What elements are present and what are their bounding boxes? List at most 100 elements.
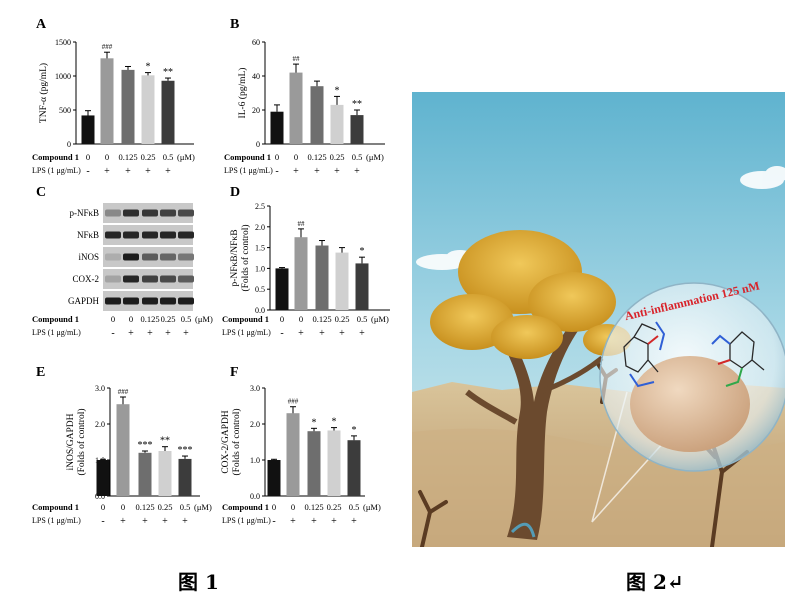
bar	[161, 80, 175, 144]
bar	[350, 115, 364, 144]
y-tick-label: 1.0	[255, 264, 265, 273]
compound-dose-label: 0.125	[135, 502, 154, 512]
y-tick-label: 1000	[55, 72, 71, 81]
compound-row-label: Compound 1	[32, 314, 79, 324]
significance-mark: *	[360, 246, 365, 257]
y-tick-label: 1500	[55, 38, 71, 47]
y-tick-label: 2.5	[255, 202, 265, 211]
significance-mark: ###	[288, 398, 299, 406]
bar	[158, 451, 172, 496]
significance-mark: ##	[298, 220, 306, 228]
compound-dose-label: 0.25	[330, 152, 345, 162]
significance-mark: **	[163, 67, 173, 78]
y-axis-label: COX-2/GAPDH(Folds of control)	[221, 408, 242, 475]
y-axis-label-line: (Folds of control)	[231, 408, 242, 475]
blot-band	[160, 253, 176, 261]
y-tick-label: 2.0	[250, 420, 260, 429]
compound-row-label: Compound 1	[222, 502, 269, 512]
lps-sign-label: +	[145, 166, 151, 177]
y-tick-label: 1.5	[255, 244, 265, 253]
y-tick-label: 0.5	[255, 285, 265, 294]
lps-sign-label: +	[339, 328, 345, 339]
compound-dose-label: 0.5	[181, 314, 192, 324]
panel-letter-c: C	[36, 185, 46, 200]
lps-sign-label: -	[86, 166, 89, 177]
y-tick-label: 2.0	[255, 223, 265, 232]
bar	[355, 263, 369, 310]
significance-mark: *	[332, 417, 337, 428]
compound-dose-label: 0	[111, 314, 115, 324]
compound-dose-label: 0.125	[312, 314, 331, 324]
y-tick-label: 0	[67, 140, 71, 149]
lps-sign-label: +	[162, 516, 168, 527]
significance-mark: *	[312, 417, 317, 428]
bar	[286, 413, 300, 496]
lps-sign-label: +	[290, 516, 296, 527]
lps-sign-label: +	[331, 516, 337, 527]
compound-dose-label: 0.125	[307, 152, 326, 162]
compound-dose-label: 0	[294, 152, 298, 162]
lps-sign-label: +	[314, 166, 320, 177]
compound-dose-label: 0.5	[163, 152, 174, 162]
y-tick-label: 20	[252, 106, 260, 115]
lps-sign-label: -	[280, 328, 283, 339]
compound-row-label: Compound 1	[224, 152, 271, 162]
panel-letter-e: E	[36, 365, 45, 380]
y-axis-label-line: COX-2/GAPDH	[221, 410, 231, 473]
blot-band	[142, 275, 158, 283]
blot-band	[123, 231, 139, 239]
desert-tree-icon	[430, 230, 631, 540]
panel-f-cox2-ratio: F 0.0 1.0 2.0 3.0 COX-2/GAPDH(Folds of contro…	[221, 365, 381, 527]
compound-dose-label: 0.25	[335, 314, 350, 324]
compound-dose-label: 0	[101, 502, 105, 512]
lps-row-label: LPS (1 μg/mL)	[32, 166, 81, 175]
compound-dose-label: 0.5	[352, 152, 363, 162]
bar	[96, 460, 110, 496]
blot-band	[105, 209, 121, 217]
blot-band	[178, 253, 194, 261]
lps-row-label: LPS (1 μg/mL)	[32, 516, 81, 525]
lps-sign-label: +	[182, 516, 188, 527]
y-tick-label: 500	[59, 106, 71, 115]
blot-band	[178, 231, 194, 239]
panel-letter-b: B	[230, 17, 239, 32]
y-tick-label: 40	[252, 72, 260, 81]
compound-dose-label: 0.25	[158, 502, 173, 512]
compound-unit-label: (μM)	[177, 152, 195, 162]
panel-d-p-nfkb-ratio: D 0.0 0.5 1.0 1.5 2.0 2.5 p-NFκB/NFκB(Folds of …	[222, 185, 390, 339]
compound-dose-label: 0	[299, 314, 303, 324]
y-axis-label-line: TNF-α (pg/mL)	[38, 63, 49, 123]
lps-sign-label: +	[142, 516, 148, 527]
bar	[315, 245, 329, 310]
significance-mark: ***	[178, 445, 193, 456]
compound-unit-label: (μM)	[366, 152, 384, 162]
compound-dose-label: 0	[291, 502, 295, 512]
y-tick-label: 0.0	[255, 306, 265, 315]
compound-unit-label: (μM)	[195, 314, 213, 324]
blot-band	[178, 297, 194, 305]
panel-letter-f: F	[230, 365, 239, 380]
lps-row-label: LPS (1 μg/mL)	[222, 516, 271, 525]
blot-band	[160, 297, 176, 305]
y-axis-label: IL-6 (pg/mL)	[237, 68, 248, 119]
blot-row-label: NFκB	[77, 230, 99, 240]
significance-mark: ##	[293, 55, 301, 63]
lps-sign-label: +	[120, 516, 126, 527]
lps-sign-label: +	[359, 328, 365, 339]
figure-1-caption: 图 1	[178, 570, 219, 594]
y-axis-label: TNF-α (pg/mL)	[38, 63, 49, 123]
compound-dose-label: 0.25	[327, 502, 342, 512]
y-axis-label: p-NFκB/NFκB(Folds of control)	[230, 224, 251, 291]
blot-band	[105, 275, 121, 283]
y-tick-label: 0.0	[250, 492, 260, 501]
compound-dose-label: 0	[280, 314, 284, 324]
lps-sign-label: +	[165, 166, 171, 177]
compound-unit-label: (μM)	[363, 502, 381, 512]
compound-dose-label: 0.5	[180, 502, 191, 512]
blot-row-label: GAPDH	[68, 296, 100, 306]
blot-row-label: p-NFκB	[69, 208, 99, 218]
bar	[335, 252, 349, 310]
blot-band	[123, 275, 139, 283]
